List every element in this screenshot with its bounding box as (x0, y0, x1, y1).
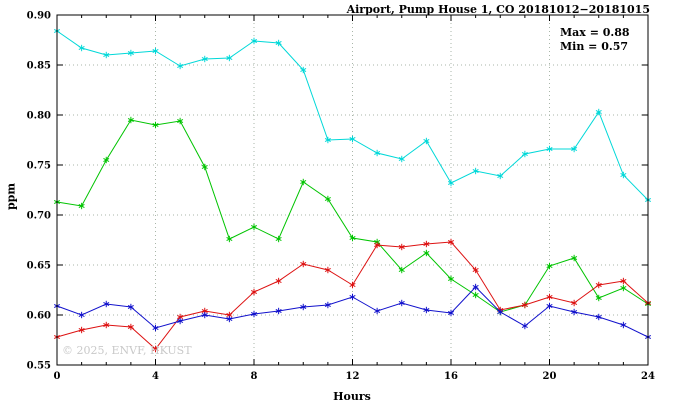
y-tick-label: 0.65 (27, 261, 51, 272)
y-axis-label: ppm (4, 182, 18, 211)
x-tick-label: 8 (251, 371, 258, 382)
y-tick-label: 0.55 (27, 361, 51, 372)
plot-border (56, 14, 649, 366)
chart-title: Airport, Pump House 1, CO 20181012−20181… (346, 3, 650, 16)
series-red-markers (53, 238, 652, 353)
x-tick-label: 20 (543, 371, 557, 382)
x-tick-label: 4 (152, 371, 159, 382)
series-cyan-markers (53, 27, 652, 204)
x-tick-label: 24 (641, 371, 655, 382)
x-axis-label: Hours (333, 390, 371, 403)
y-tick-label: 0.85 (27, 61, 51, 72)
x-tick-label: 16 (444, 371, 458, 382)
y-tick-label: 0.70 (27, 211, 51, 222)
y-tick-label: 0.60 (27, 311, 51, 322)
y-tick-label: 0.75 (27, 161, 51, 172)
x-tick-label: 12 (346, 371, 360, 382)
watermark: © 2025, ENVF, HKUST (62, 344, 192, 357)
y-tick-label: 0.80 (27, 111, 51, 122)
y-tick-label: 0.90 (27, 11, 51, 22)
stats-annotation: Max = 0.88 Min = 0.57 (560, 26, 630, 53)
x-tick-label: 0 (54, 371, 61, 382)
